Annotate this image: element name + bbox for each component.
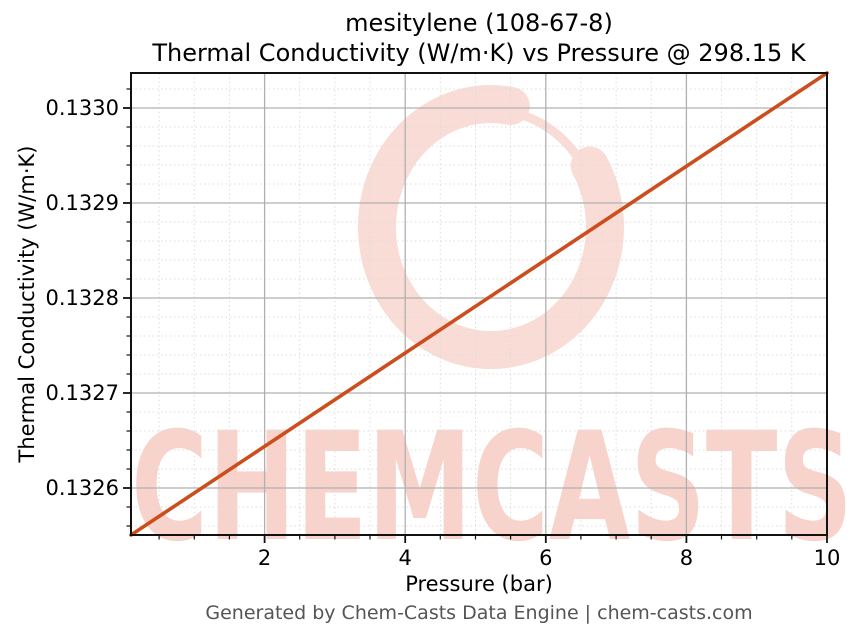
x-tick-label: 4 (398, 546, 412, 570)
y-tick-label: 0.1328 (45, 285, 119, 310)
data-line (129, 71, 829, 537)
chart-title-block: mesitylene (108-67-8) Thermal Conductivi… (131, 8, 827, 68)
chart-subtitle: Thermal Conductivity (W/m·K) vs Pressure… (152, 39, 806, 68)
y-tick-label: 0.1330 (45, 95, 119, 120)
x-tick-label: 2 (257, 546, 272, 570)
y-tick-label: 0.1326 (45, 475, 119, 500)
x-axis-label: Pressure (bar) (405, 572, 553, 596)
x-tick-label: 6 (539, 546, 553, 570)
y-tick-label: 0.1327 (45, 380, 119, 405)
footer-attribution: Generated by Chem-Casts Data Engine | ch… (205, 602, 753, 624)
y-axis-label: Thermal Conductivity (W/m·K) (15, 145, 39, 463)
watermark-ring-icon (358, 85, 624, 370)
x-tick-label: 10 (813, 546, 841, 570)
x-tick-label: 8 (679, 546, 694, 570)
y-tick-label: 0.1329 (45, 190, 119, 215)
watermark-ring-accent-icon (519, 111, 596, 188)
chart-title: mesitylene (108-67-8) (345, 9, 613, 37)
plot-border (130, 72, 828, 536)
